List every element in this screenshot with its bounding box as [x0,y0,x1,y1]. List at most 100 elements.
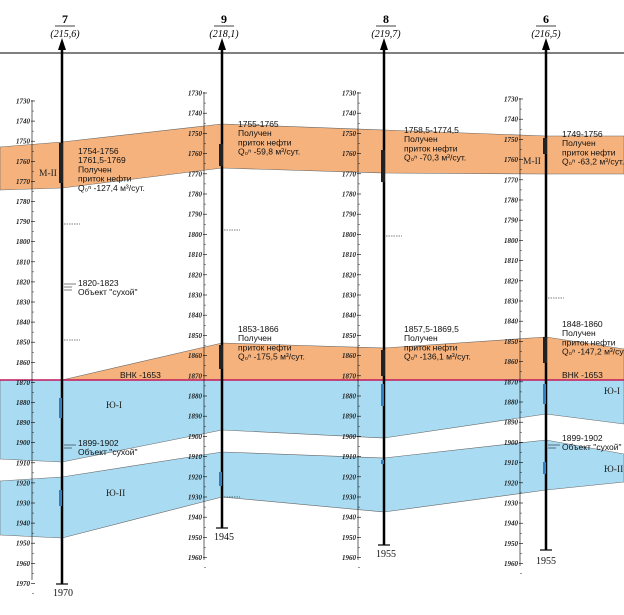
generated-labels: 1730 1740 1750 1760 1770 1780 1790 1800 1810 1820… [16,90,624,594]
depth-tick-label: 1730 [504,96,519,104]
depth-tick-label: 1770 [16,178,31,186]
depth-tick-label: 1790 [188,211,203,219]
depth-tick-label: 1820 [504,277,519,285]
well-bottom-depth: 1970 [53,588,73,599]
annotation-line: Q₀ⁿ -127,4 м³/сут. [78,183,145,193]
well-9: 9 (218,1) 1945 [203,12,240,560]
annotation-line: приток нефти [562,337,616,347]
depth-tick-label: 1730 [16,98,31,106]
test-result-annotation: 1857,5-1869,5 Получен приток нефти Q₀ⁿ -136… [404,324,471,362]
well-number: 7 [62,12,68,26]
test-result-annotation: 1758,5-1774,5 Получен приток нефти Q₀ⁿ -70,… [404,125,466,163]
annotation-line: Q₀ⁿ -136,1 м³/сут. [404,352,471,362]
depth-tick-label: 1910 [342,453,357,461]
annotation-line: Получен [238,128,272,138]
annotation-line: Получен [78,164,112,174]
test-result-annotation: 1899-1902 Объект "сухой" [78,438,137,457]
depth-tick-label: 1950 [504,540,519,548]
annotation-line: Q₀ⁿ -70,3 м³/сут. [404,153,466,163]
depth-tick-label: 1780 [188,191,203,199]
depth-tick-label: 1740 [504,116,519,124]
depth-tick-label: 1910 [504,459,519,467]
depth-tick-label: 1960 [16,560,31,568]
annotation-line: приток нефти [404,342,458,352]
annotation-line: 1755-1765 [238,119,279,129]
depth-tick-label: 1890 [16,419,31,427]
annotation-line: 1899-1902 [78,438,119,448]
well-arrow-icon [58,38,66,50]
depth-tick-label: 1950 [342,534,357,542]
well-number: 9 [221,12,227,26]
depth-tick-label: 1850 [504,338,519,346]
depth-tick-label: 1920 [16,479,31,487]
depth-tick-label: 1860 [342,352,357,360]
depth-tick-label: 1810 [188,251,203,259]
depth-tick-label: 1760 [188,150,203,158]
depth-tick-label: 1730 [188,90,203,98]
depth-tick-label: 1830 [342,292,357,300]
annotation-line: 1754-1756 [78,146,119,156]
perforation-interval [219,144,223,166]
well-altitude: (219,7) [371,29,401,40]
depth-tick-label: 1870 [504,378,519,386]
zone-label: Ю-I [604,387,620,397]
depth-tick-label: 1850 [188,332,203,340]
well-number: 6 [543,12,549,26]
depth-tick-label: 1820 [16,278,31,286]
depth-tick-label: 1750 [342,130,357,138]
depth-tick-label: 1840 [504,318,519,326]
depth-tick-label: 1800 [188,231,203,239]
owc-label: ВНК -1653 [120,370,161,380]
depth-tick-label: 1850 [342,332,357,340]
depth-tick-label: 1860 [188,352,203,360]
depth-tick-label: 1770 [504,176,519,184]
depth-tick-label: 1890 [342,413,357,421]
depth-tick-label: 1880 [342,393,357,401]
depth-tick-label: 1940 [504,520,519,528]
sand-interval [381,384,384,406]
depth-tick-label: 1970 [16,580,31,588]
depth-tick-label: 1760 [16,158,31,166]
depth-tick-label: 1860 [16,359,31,367]
sand-interval [59,490,62,506]
depth-tick-label: 1750 [504,136,519,144]
depth-tick-label: 1740 [188,110,203,118]
depth-tick-label: 1910 [188,453,203,461]
depth-tick-label: 1840 [16,319,31,327]
well-altitude: (216,5) [531,29,561,40]
annotation-line: 1853-1866 [238,324,279,334]
depth-tick-label: 1810 [16,258,31,266]
test-result-annotation: 1820-1823 Объект "сухой" [78,278,137,297]
test-result-annotation: 1853-1866 Получен приток нефти Q₀ⁿ -175,5 м… [238,324,305,362]
zone-label: М-II [523,157,541,167]
depth-tick-label: 1790 [342,211,357,219]
depth-tick-label: 1870 [188,372,203,380]
sand-interval [219,472,222,486]
test-result-annotation: 1755-1765 Получен приток нефти Q₀ⁿ -59,8 м³… [238,119,300,157]
depth-tick-label: 1830 [504,298,519,306]
depth-tick-label: 1740 [16,118,31,126]
depth-tick-label: 1930 [342,494,357,502]
depth-tick-label: 1960 [342,554,357,562]
depth-tick-label: 1930 [504,500,519,508]
annotation-line: Q₀ⁿ -59,8 м³/сут. [238,147,300,157]
depth-tick-label: 1840 [188,312,203,320]
depth-tick-label: 1890 [188,413,203,421]
annotation-line: Получен [404,134,438,144]
well-bottom-depth: 1955 [376,549,396,560]
annotation-line: 1848-1860 [562,319,603,329]
annotation-line: Объект "сухой" [562,442,621,452]
well-bottom-depth: 1955 [536,556,556,567]
test-result-annotation: 1899-1902 Объект "сухой" [562,433,621,452]
depth-tick-label: 1910 [16,459,31,467]
annotation-line: приток нефти [238,342,292,352]
depth-tick-label: 1940 [188,514,203,522]
depth-tick-label: 1850 [16,339,31,347]
depth-tick-label: 1810 [342,251,357,259]
annotation-line: Получен [238,333,272,343]
depth-tick-label: 1960 [188,554,203,562]
perforation-interval [381,350,385,376]
depth-tick-label: 1880 [504,399,519,407]
annotation-line: Объект "сухой" [78,447,137,457]
depth-tick-label: 1840 [342,312,357,320]
